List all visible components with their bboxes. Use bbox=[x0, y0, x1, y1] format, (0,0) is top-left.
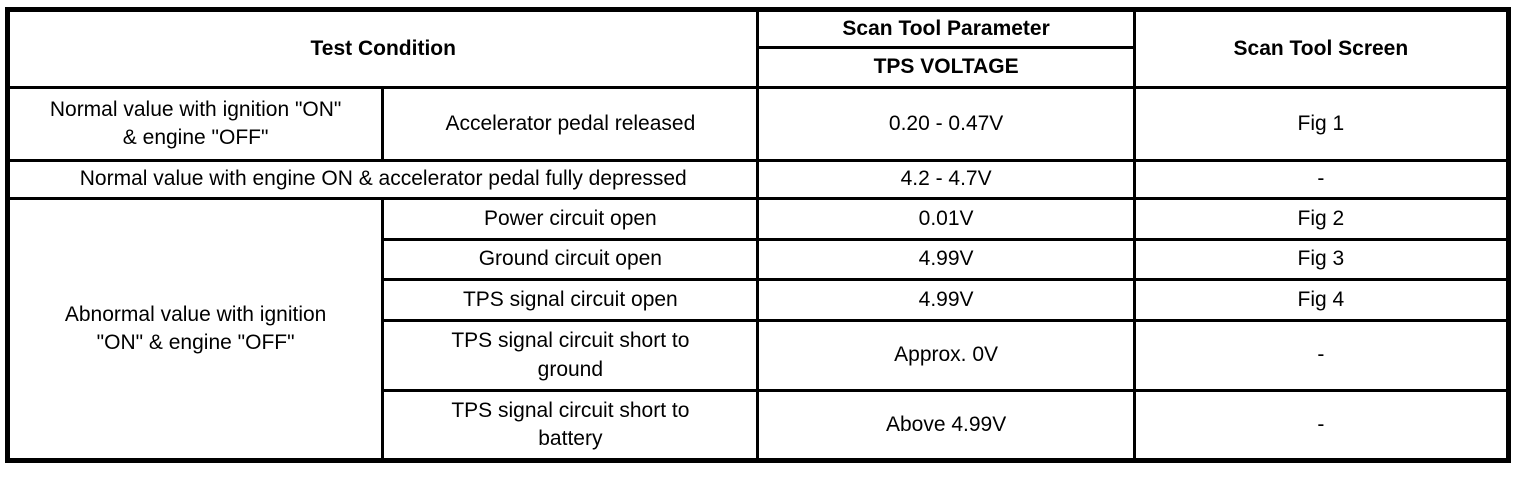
detail-cell: Accelerator pedal released bbox=[381, 86, 760, 162]
condition-group-cell: Abnormal value with ignition "ON" & engi… bbox=[5, 197, 385, 462]
detail-cell: Ground circuit open bbox=[381, 238, 760, 281]
value-cell: 4.99V bbox=[756, 278, 1136, 322]
detail-cell: Power circuit open bbox=[381, 197, 760, 241]
scan-tool-parameter-header: Scan Tool Parameter bbox=[756, 8, 1136, 49]
table-row: Normal value with ignition "ON" & engine… bbox=[5, 86, 1511, 162]
screen-cell: Fig 2 bbox=[1132, 197, 1511, 241]
header-row-1: Test Condition Scan Tool Parameter Scan … bbox=[5, 8, 1511, 89]
condition-cell: Normal value with ignition "ON" & engine… bbox=[5, 86, 385, 162]
value-cell: Above 4.99V bbox=[756, 389, 1136, 462]
value-cell: 4.2 - 4.7V bbox=[756, 159, 1136, 200]
screen-cell: - bbox=[1132, 159, 1511, 200]
value-cell: 0.01V bbox=[756, 197, 1136, 241]
tps-voltage-spec-table: Test Condition Scan Tool Parameter Scan … bbox=[5, 7, 1511, 463]
test-condition-header: Test Condition bbox=[5, 8, 760, 89]
detail-cell: TPS signal circuit open bbox=[381, 278, 760, 322]
table-row: TPS signal circuit short to ground Appro… bbox=[8, 319, 1511, 392]
value-cell: 0.20 - 0.47V bbox=[756, 86, 1136, 162]
screen-cell: - bbox=[1132, 319, 1511, 392]
table-row: Ground circuit open 4.99V Fig 3 bbox=[8, 238, 1511, 281]
value-cell: Approx. 0V bbox=[756, 319, 1136, 392]
screen-cell: Fig 4 bbox=[1132, 278, 1511, 322]
scan-tool-screen-header: Scan Tool Screen bbox=[1132, 8, 1511, 89]
table-row: Abnormal value with ignition "ON" & engi… bbox=[5, 197, 1511, 462]
table-row: Normal value with engine ON & accelerato… bbox=[5, 159, 1511, 200]
table-row: TPS signal circuit open 4.99V Fig 4 bbox=[8, 278, 1511, 322]
tps-voltage-header: TPS VOLTAGE bbox=[756, 46, 1136, 89]
header-row-2: TPS VOLTAGE bbox=[8, 46, 1509, 89]
screen-cell: Fig 1 bbox=[1132, 86, 1511, 162]
detail-cell: TPS signal circuit short to battery bbox=[381, 389, 760, 462]
condition-cell: Normal value with engine ON & accelerato… bbox=[5, 159, 760, 200]
screen-cell: - bbox=[1132, 389, 1511, 462]
table-row: TPS signal circuit short to battery Abov… bbox=[8, 389, 1511, 462]
screen-cell: Fig 3 bbox=[1132, 238, 1511, 281]
value-cell: 4.99V bbox=[756, 238, 1136, 281]
detail-cell: TPS signal circuit short to ground bbox=[381, 319, 760, 392]
